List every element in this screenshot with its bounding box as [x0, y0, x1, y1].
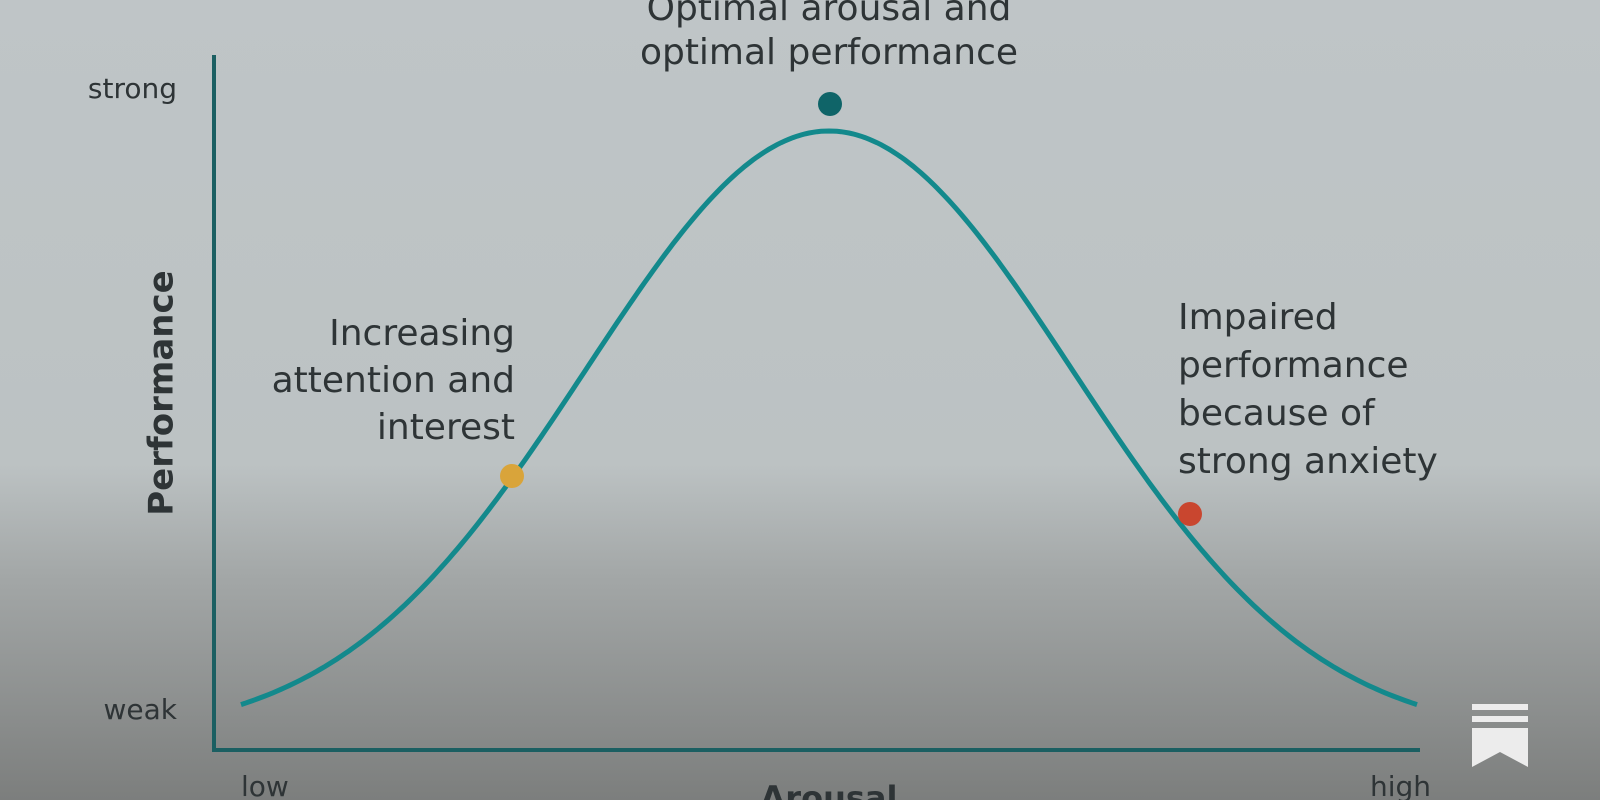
x-right-label: high [1370, 770, 1431, 800]
top-label-line: optimal performance [640, 32, 1018, 73]
point-increasing [500, 464, 524, 488]
performance-curve [240, 128, 1418, 707]
right-note-line: because of [1178, 393, 1376, 434]
x-left-label: low [241, 770, 289, 800]
point-impaired [1178, 502, 1202, 526]
point-optimal [818, 92, 842, 116]
y-axis-title: Performance [142, 270, 182, 515]
right-note-line: Impaired [1178, 297, 1338, 338]
icon-bar [1472, 704, 1528, 710]
right-note-line: strong anxiety [1178, 441, 1438, 482]
left-note-line: attention and [272, 360, 515, 401]
icon-bar [1472, 716, 1528, 722]
top-label-line: Optimal arousal and [647, 0, 1012, 29]
y-bottom-label: weak [104, 693, 178, 726]
bookmark-icon[interactable] [1472, 704, 1528, 767]
left-note-line: interest [377, 407, 515, 448]
x-axis-title: Arousal [761, 779, 898, 800]
right-note-line: performance [1178, 345, 1409, 386]
y-top-label: strong [88, 72, 177, 105]
icon-ribbon [1472, 728, 1528, 767]
left-note-line: Increasing [329, 313, 515, 354]
